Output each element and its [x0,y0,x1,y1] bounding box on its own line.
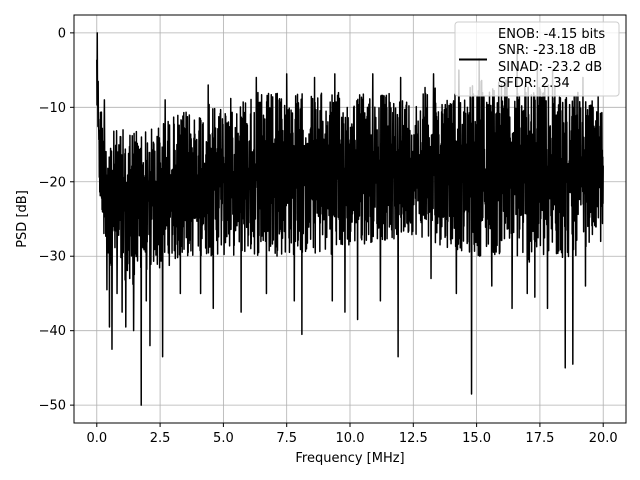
x-axis-label: Frequency [MHz] [295,451,404,466]
legend: ENOB: -4.15 bits SNR: -23.18 dB SINAD: -… [454,21,620,97]
y-axis-ticks: 0 −10 −20 −30 −40 −50 [39,26,74,414]
plot-area [96,32,604,406]
x-tick-label: 0.0 [86,431,107,446]
x-tick-label: 7.5 [276,431,297,446]
legend-entry-snr: SNR: -23.18 dB [498,43,596,58]
x-tick-label: 5.0 [213,431,234,446]
y-tick-label: 0 [58,26,66,41]
y-tick-label: −40 [39,324,66,339]
x-tick-label: 2.5 [150,431,171,446]
psd-series [96,32,604,406]
x-tick-label: 20.0 [589,431,618,446]
x-tick-label: 10.0 [336,431,365,446]
x-tick-label: 15.0 [462,431,491,446]
y-tick-label: −10 [39,101,66,116]
x-tick-label: 17.5 [525,431,554,446]
legend-entry-sfdr: SFDR: 2.34 [498,76,570,91]
legend-entry-enob: ENOB: -4.15 bits [498,27,605,42]
y-axis-label: PSD [dB] [15,190,30,248]
y-tick-label: −30 [39,250,66,265]
x-tick-label: 12.5 [399,431,428,446]
legend-box [454,21,620,97]
legend-entry-sinad: SINAD: -23.2 dB [498,60,602,75]
psd-line [96,32,604,406]
y-tick-label: −20 [39,175,66,190]
x-axis-ticks: 0.0 2.5 5.0 7.5 10.0 12.5 15.0 17.5 20.0 [86,423,618,446]
y-tick-label: −50 [39,399,66,414]
